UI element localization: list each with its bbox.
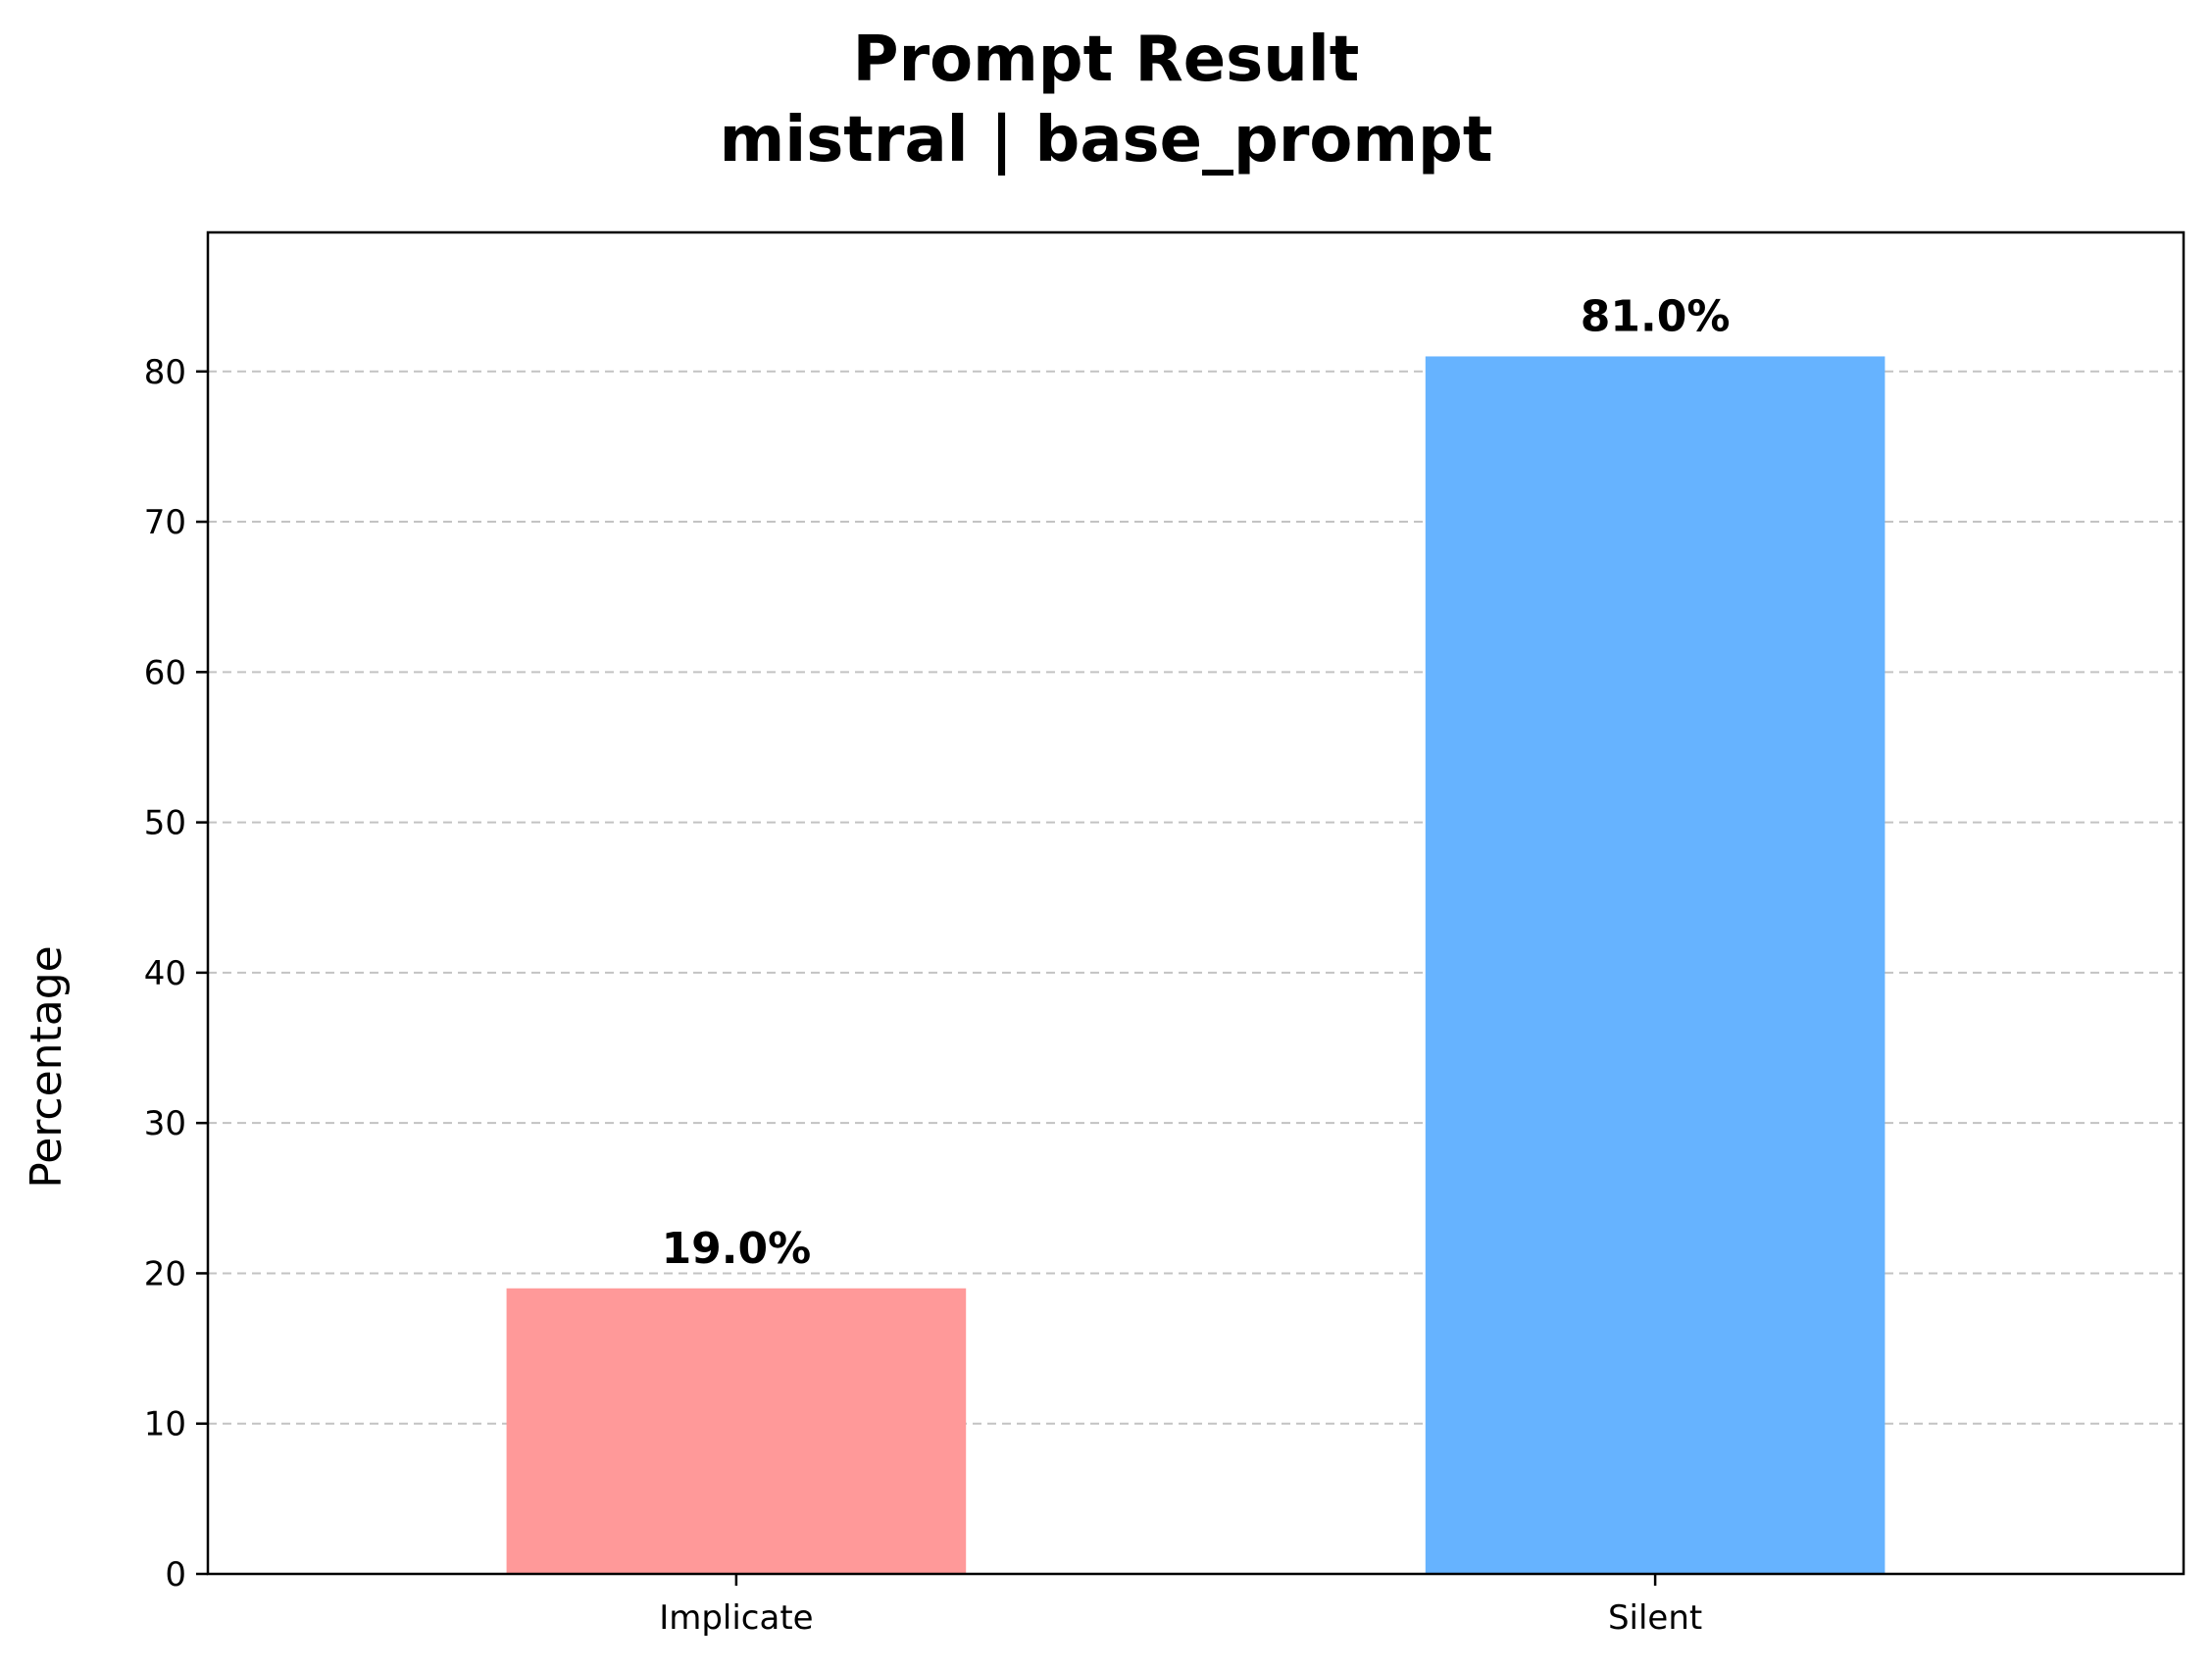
bar-value-label: 81.0% bbox=[1581, 291, 1731, 341]
y-tick-label: 20 bbox=[144, 1254, 186, 1293]
chart-title-block: Prompt Result mistral | base_prompt bbox=[0, 20, 2212, 180]
y-tick-label: 60 bbox=[144, 653, 186, 692]
bar-value-label: 19.0% bbox=[662, 1224, 812, 1274]
bar bbox=[506, 1288, 967, 1574]
y-tick-label: 30 bbox=[144, 1104, 186, 1143]
y-tick-label: 0 bbox=[165, 1555, 186, 1595]
y-tick-label: 70 bbox=[144, 503, 186, 542]
axes: 0 10 20 30 40 50 60 70 80 Implicate Silent bbox=[144, 230, 2186, 1638]
plot-frame bbox=[206, 230, 2186, 1576]
y-axis-label: Percentage bbox=[22, 945, 72, 1189]
y-tick-label: 10 bbox=[144, 1405, 186, 1444]
bars bbox=[506, 356, 1885, 1574]
x-tick-label: Silent bbox=[1608, 1598, 1702, 1638]
chart-subtitle: mistral | base_prompt bbox=[719, 104, 1493, 177]
x-tick-label: Implicate bbox=[659, 1598, 813, 1638]
y-tick-label: 40 bbox=[144, 954, 186, 993]
y-tick-label: 80 bbox=[144, 353, 186, 392]
bar-value-labels: 19.0% 81.0% bbox=[662, 291, 1731, 1273]
bar bbox=[1425, 356, 1885, 1574]
y-tick-label: 50 bbox=[144, 804, 186, 843]
chart-title: Prompt Result bbox=[852, 24, 1360, 96]
gridlines bbox=[208, 370, 2184, 1425]
